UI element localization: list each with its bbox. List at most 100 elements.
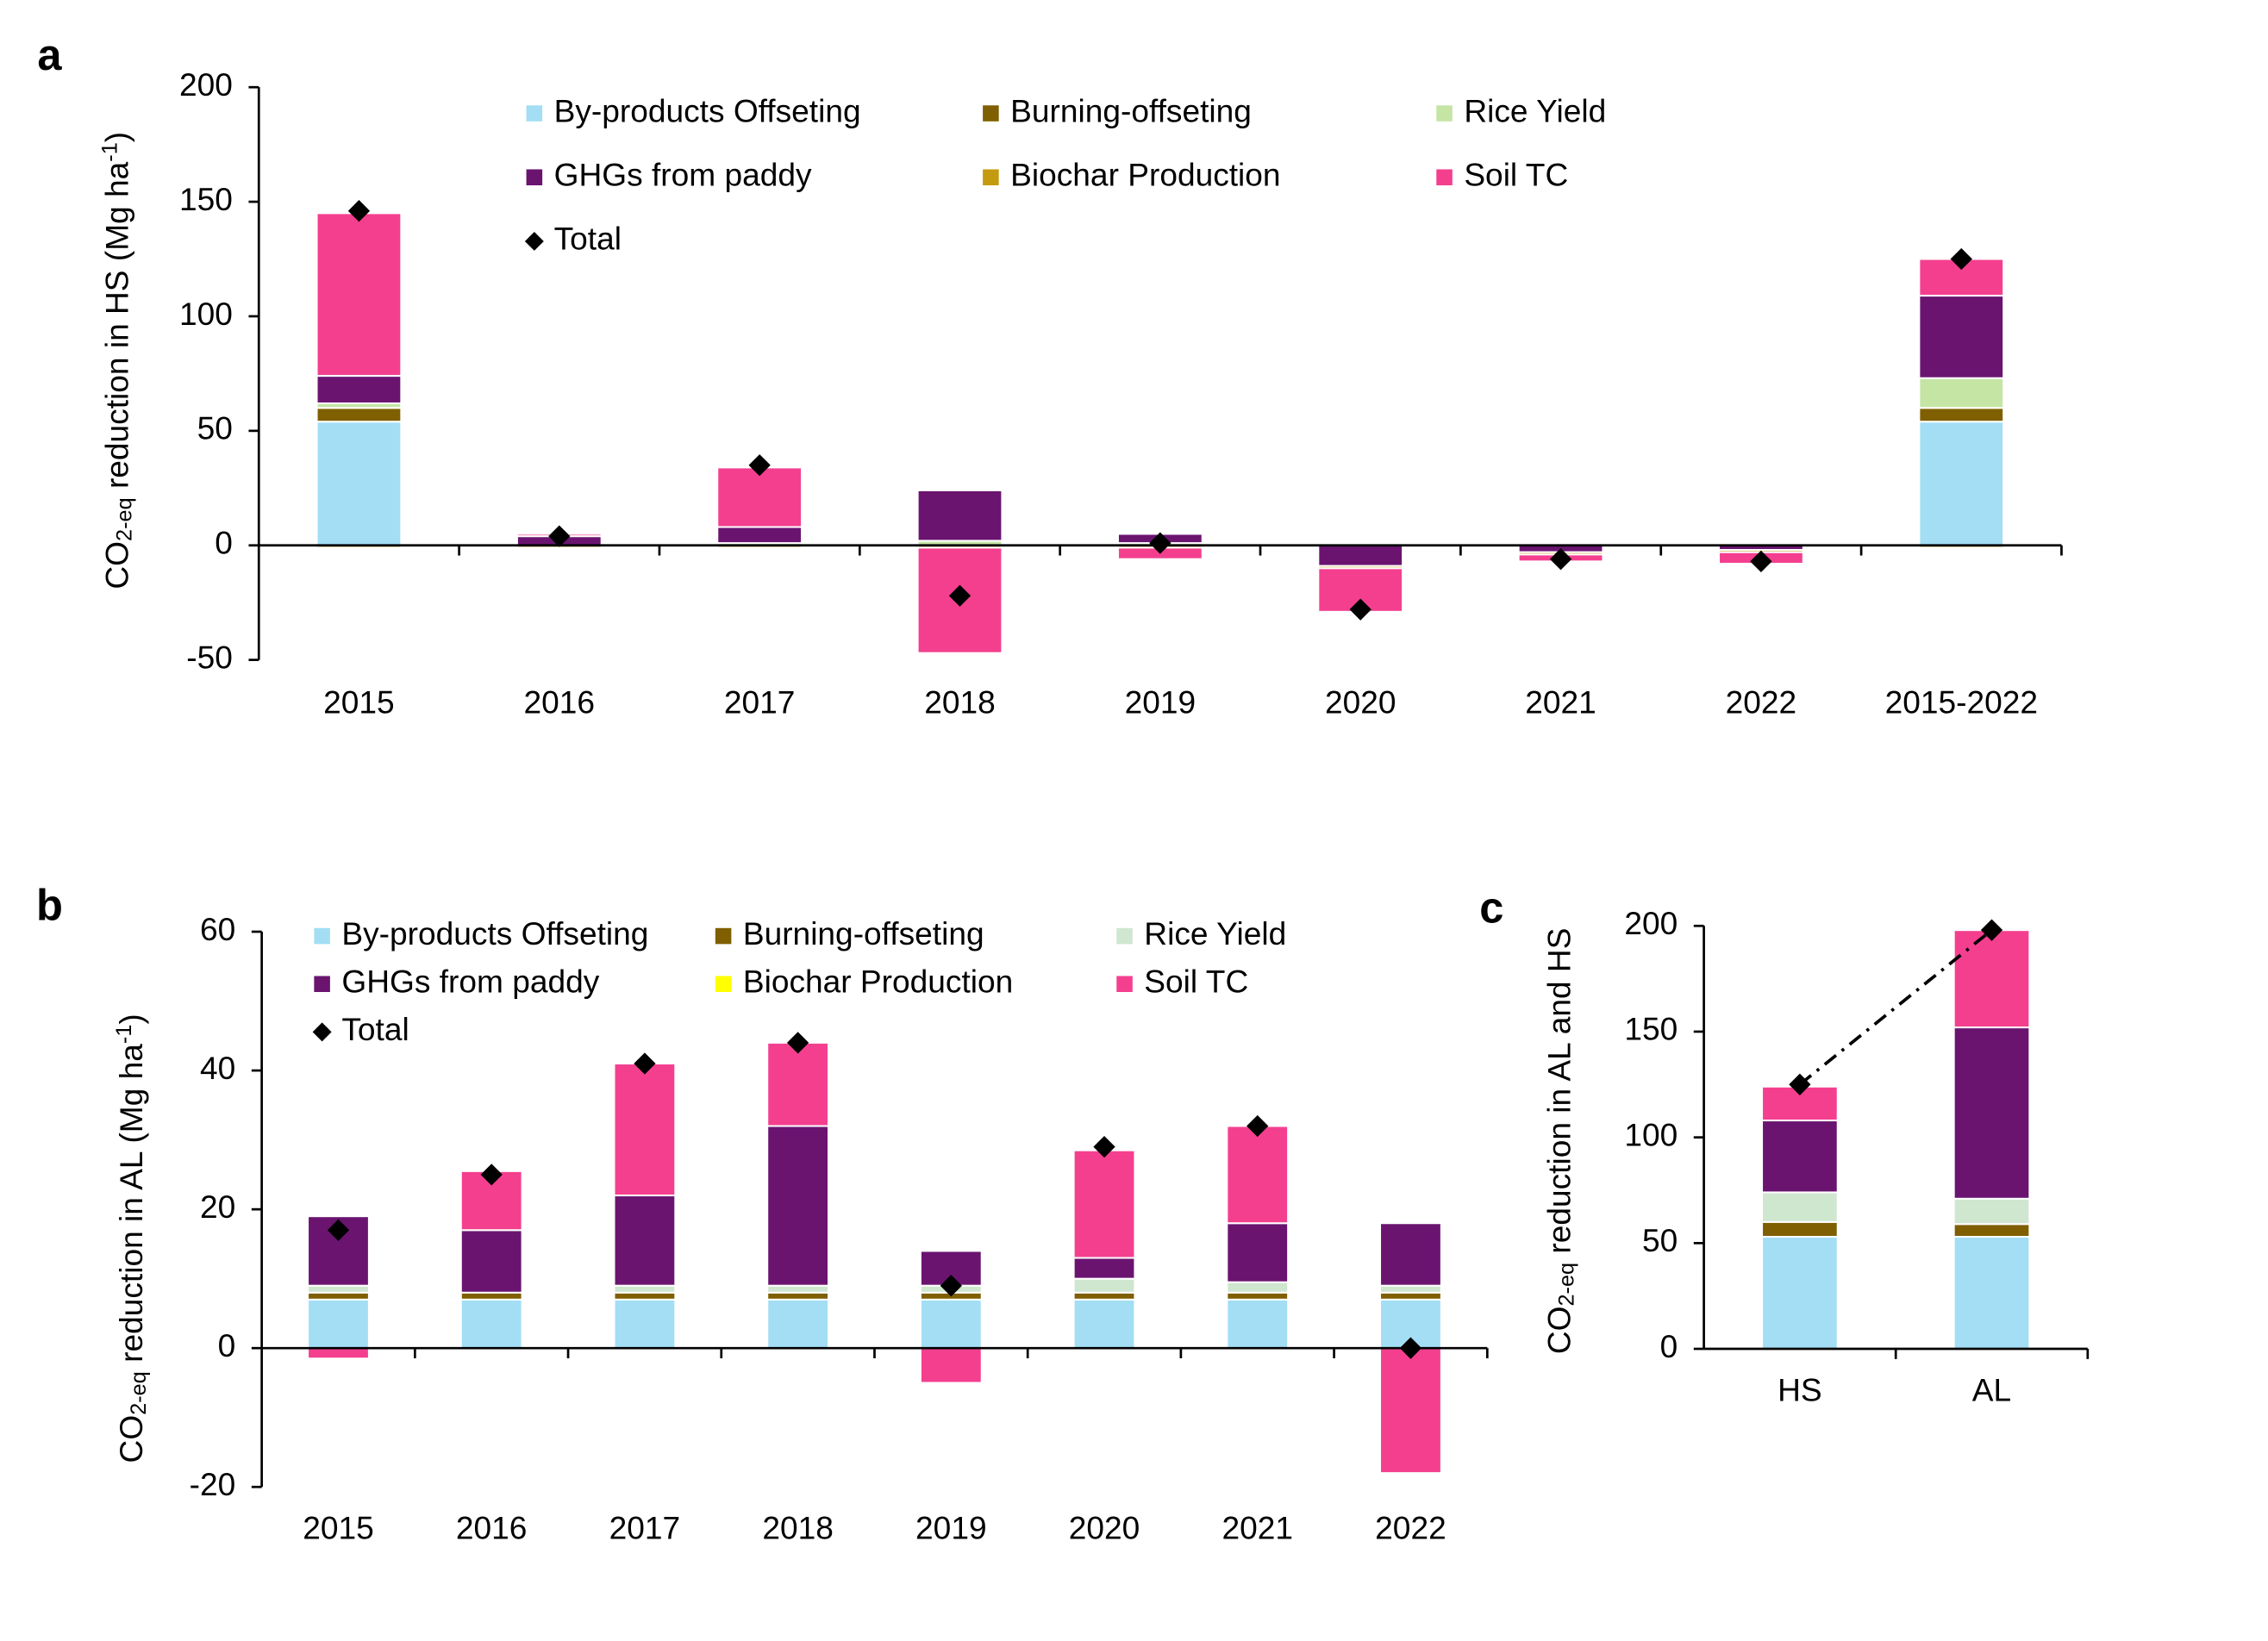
legend-marker <box>312 1022 332 1042</box>
y-axis-label-part: reduction in AL (Mg ha <box>113 1044 149 1371</box>
total-marker <box>1149 532 1171 554</box>
total-marker <box>940 1275 962 1297</box>
bar-segment <box>316 407 403 423</box>
x-tick-label: 2020 <box>1325 684 1396 721</box>
panel-label: b <box>36 880 63 929</box>
bar-segment <box>613 1195 677 1287</box>
x-tick-label: 2022 <box>1375 1510 1446 1546</box>
legend-swatch <box>1436 169 1453 186</box>
y-axis-label-part: CO <box>113 1415 149 1463</box>
total-marker <box>548 525 571 547</box>
bar-segment <box>1072 1291 1136 1301</box>
bar-segment <box>459 1298 523 1350</box>
legend-label: Total <box>554 221 622 257</box>
legend-label: Rice Yield <box>1144 915 1286 952</box>
legend-swatch <box>715 976 732 993</box>
y-axis-label-part: CO <box>1540 1307 1577 1355</box>
bar-segment <box>1952 1235 2031 1351</box>
legend-label: By-products Offseting <box>554 92 861 128</box>
x-tick-label: 2018 <box>924 684 996 721</box>
bar-segment <box>316 421 403 546</box>
legend-swatch <box>1116 927 1133 945</box>
y-tick-label: 40 <box>200 1050 235 1086</box>
bar-segment <box>316 212 403 377</box>
total-line <box>1798 928 1993 1086</box>
bar-segment <box>919 1298 983 1350</box>
legend-label: Biochar Production <box>1010 157 1280 193</box>
bar-segment <box>1918 377 2005 409</box>
bar-segment <box>613 1291 677 1301</box>
bar-segment <box>613 1298 677 1350</box>
y-axis-label-part: ) <box>98 132 134 142</box>
total-marker <box>1980 919 2003 941</box>
legend-label: Rice Yield <box>1464 92 1606 128</box>
bar-segment <box>1072 1277 1136 1294</box>
x-tick-label: 2022 <box>1726 684 1797 721</box>
x-tick-label: 2015 <box>323 684 395 721</box>
x-tick-label: 2015-2022 <box>1885 684 2038 721</box>
legend-swatch <box>526 169 543 186</box>
y-tick-label: 20 <box>200 1189 235 1225</box>
bar-segment <box>1761 1120 1839 1194</box>
x-tick-label: 2019 <box>915 1510 987 1546</box>
legend-swatch <box>314 927 330 945</box>
y-axis-label-part: 2-eq <box>113 497 137 541</box>
y-axis-label: CO2-eq reduction in AL and HS <box>1540 928 1578 1355</box>
y-axis-label-part: ) <box>113 1014 149 1024</box>
bar-segment <box>459 1170 523 1232</box>
total-marker <box>1399 1337 1422 1359</box>
bar-segment <box>1918 407 2005 423</box>
legend-label: GHGs from paddy <box>554 157 812 193</box>
bar-segment <box>1226 1125 1290 1225</box>
legend-swatch <box>715 927 732 945</box>
bar-segment <box>307 1347 370 1360</box>
bar-segment <box>1226 1291 1290 1301</box>
bar-segment <box>1952 1197 2031 1226</box>
y-axis-label-part: -1 <box>97 142 122 161</box>
bar-segment <box>1918 421 2005 546</box>
total-marker <box>1750 550 1772 573</box>
panel-label: a <box>37 30 62 79</box>
y-axis-label: CO2-eq reduction in HS (Mg ha-1) <box>97 132 136 590</box>
bar-segment <box>1379 1284 1442 1294</box>
x-tick-label: 2016 <box>524 684 596 721</box>
y-tick-label: 150 <box>1624 1011 1678 1047</box>
total-marker <box>786 1032 809 1054</box>
legend-swatch <box>983 169 999 186</box>
total-marker <box>1349 598 1371 621</box>
bar-segment <box>1072 1298 1136 1350</box>
y-tick-label: 100 <box>179 296 233 332</box>
bar-segment <box>307 1298 370 1350</box>
bar-segment <box>1952 929 2031 1029</box>
x-tick-label: 2017 <box>609 1510 681 1546</box>
legend-swatch <box>983 105 999 122</box>
total-marker <box>1950 247 1972 271</box>
legend-swatch <box>526 105 543 122</box>
bar-segment <box>766 1298 830 1350</box>
bar-segment <box>716 526 803 545</box>
bar-segment <box>459 1229 523 1294</box>
legend-marker <box>524 231 544 251</box>
bar-segment <box>459 1291 523 1301</box>
x-tick-label: 2018 <box>762 1510 834 1546</box>
total-marker <box>1789 1073 1811 1095</box>
bar-segment <box>307 1291 370 1301</box>
bar-segment <box>1379 1347 1442 1475</box>
total-marker <box>748 454 771 477</box>
panel-label: c <box>1479 883 1503 933</box>
y-tick-label: 50 <box>1642 1222 1678 1258</box>
y-tick-label: 50 <box>197 410 233 446</box>
legend-label: By-products Offseting <box>341 915 648 952</box>
bar-segment <box>1379 1291 1442 1301</box>
bar-segment <box>766 1284 830 1294</box>
x-tick-label: 2015 <box>303 1510 374 1546</box>
legend-label: Total <box>341 1011 409 1047</box>
bar-segment <box>1226 1298 1290 1350</box>
x-tick-label: 2020 <box>1069 1510 1140 1546</box>
y-tick-label: 150 <box>179 181 233 217</box>
legend-swatch <box>1116 976 1133 993</box>
y-tick-label: 0 <box>1660 1328 1678 1364</box>
bar-segment <box>1952 1223 2031 1238</box>
legend-label: Soil TC <box>1464 157 1568 193</box>
